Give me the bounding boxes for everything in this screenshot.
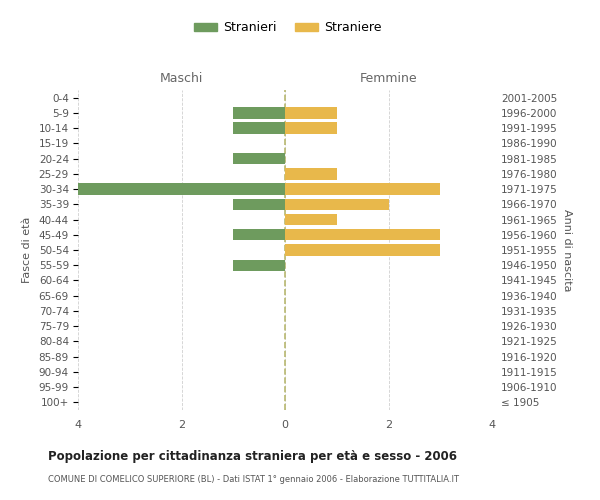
Bar [233,229,285,240]
Text: Popolazione per cittadinanza straniera per età e sesso - 2006: Popolazione per cittadinanza straniera p… [48,450,457,463]
Bar [285,168,337,179]
Bar [285,198,389,210]
Bar [233,260,285,271]
Bar [285,107,337,118]
Bar [285,214,337,225]
Y-axis label: Anni di nascita: Anni di nascita [562,209,572,291]
Bar [78,184,285,195]
Legend: Stranieri, Straniere: Stranieri, Straniere [190,16,386,40]
Bar [285,244,440,256]
Bar [233,122,285,134]
Text: COMUNE DI COMELICO SUPERIORE (BL) - Dati ISTAT 1° gennaio 2006 - Elaborazione TU: COMUNE DI COMELICO SUPERIORE (BL) - Dati… [48,475,459,484]
Bar [233,198,285,210]
Bar [233,107,285,118]
Bar [285,229,440,240]
Bar [285,184,440,195]
Text: Femmine: Femmine [359,72,418,85]
Bar [233,153,285,164]
Y-axis label: Fasce di età: Fasce di età [22,217,32,283]
Text: Maschi: Maschi [160,72,203,85]
Bar [285,122,337,134]
